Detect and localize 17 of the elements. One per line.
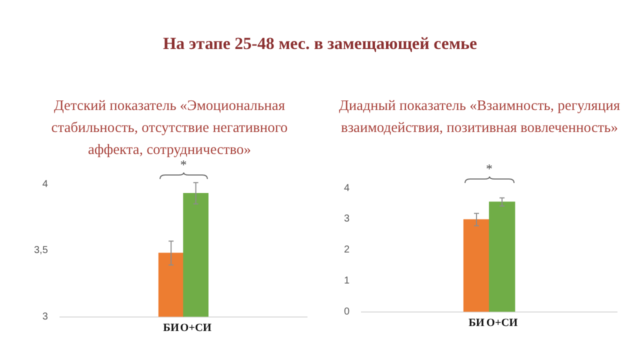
x-tick-label: О+СИ [180,322,212,334]
y-tick-label: 4 [42,178,48,190]
text: * [486,161,493,177]
text: На этапе 25-48 мес. в замещающей семье [162,34,478,54]
y-tick-label: 4 [344,182,350,194]
y-tick-label: 2 [344,244,350,256]
chart-title: Детский показатель «Эмоциональная стабильность, отсутствие негативного аффекта, сотрудничество» [50,97,289,160]
chart-title: Диадный показатель «Взаимность, регуляция взаимодействия, позитивная вовлеченность» [338,97,622,138]
y-tick-label: 0 [344,306,350,318]
y-tick-label: 1 [344,276,350,287]
x-tick-label: БИ [468,317,485,330]
y-tick-label: 3,5 [34,245,48,256]
x-tick-label: БИ [163,322,180,334]
y-tick-label: 3 [42,312,48,323]
y-tick-label: 3 [344,214,350,225]
text: * [180,157,187,173]
x-tick-label: О+СИ [486,317,518,330]
